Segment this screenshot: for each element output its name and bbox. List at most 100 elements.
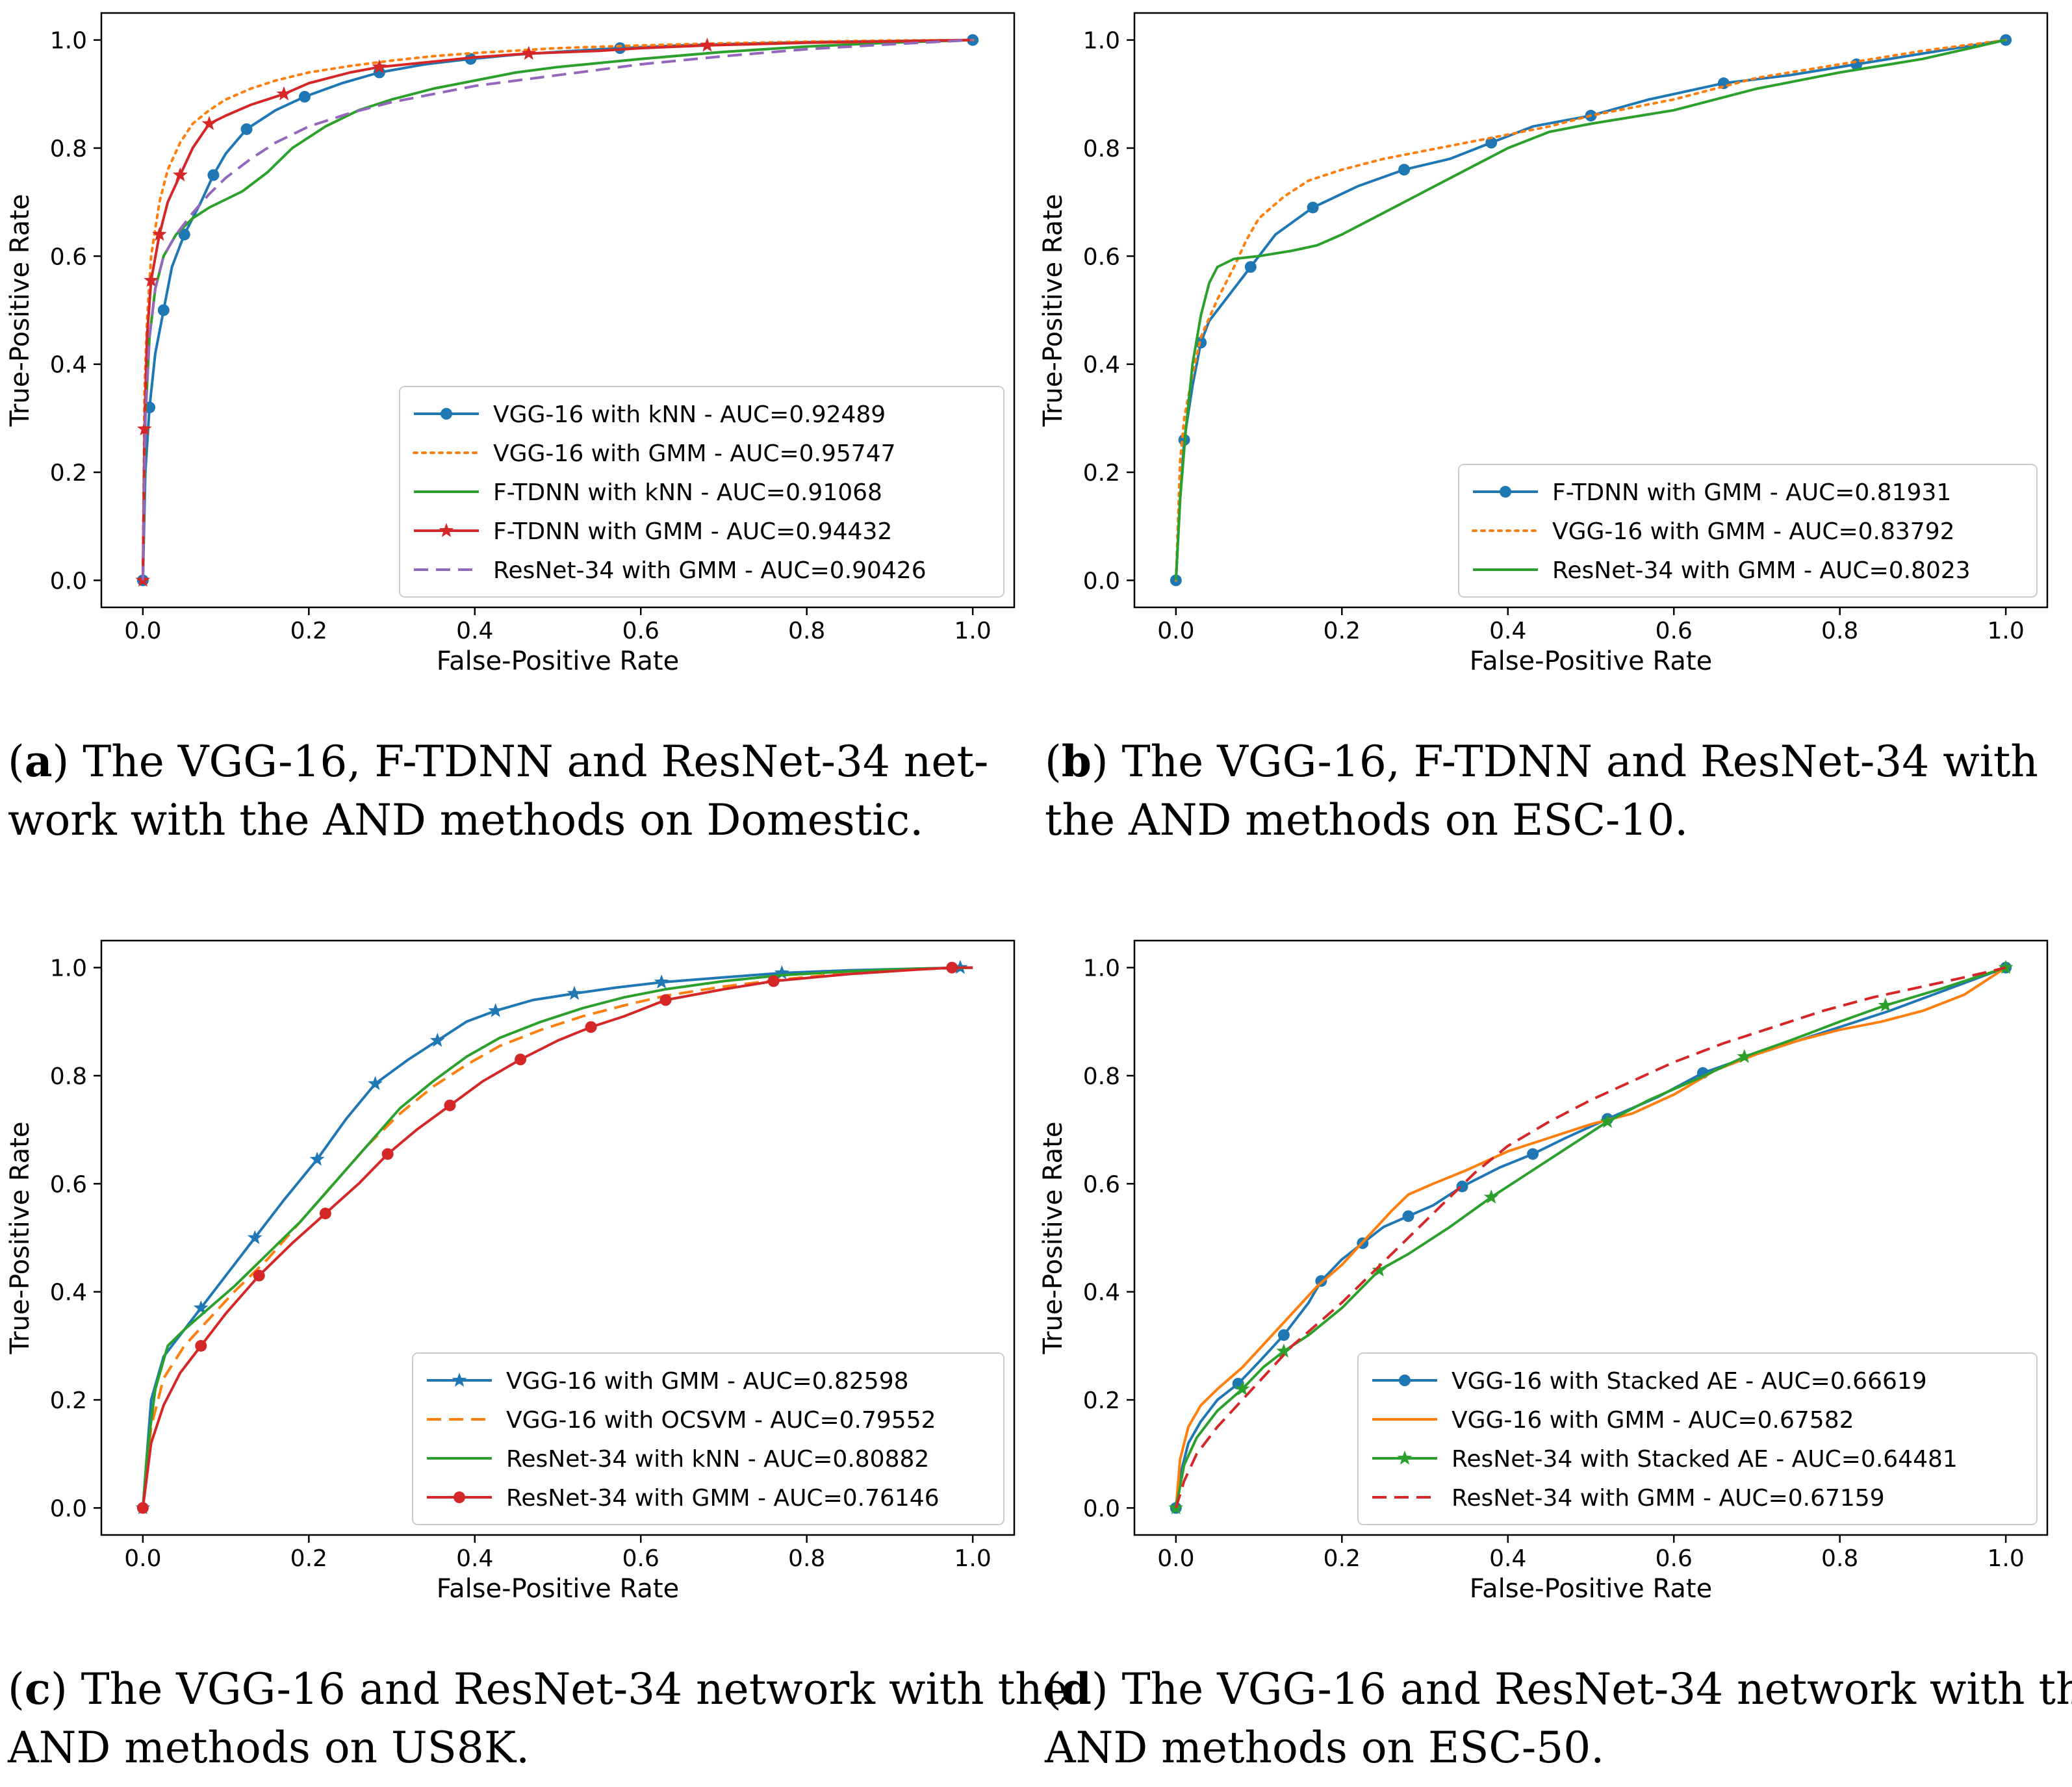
x-axis-label-a: False-Positive Rate <box>437 646 679 676</box>
y-tick-label-b-4: 0.8 <box>1083 136 1120 162</box>
series-line-c-2 <box>141 966 973 1508</box>
caption-line1-c: (c) The VGG-16 and ResNet-34 network wit… <box>8 1664 1068 1714</box>
point-marker-d-0-13 <box>1402 1210 1414 1223</box>
point-marker-c-0-6 <box>247 1230 262 1245</box>
point-marker-c-0-10 <box>368 1076 383 1091</box>
legend-label-b-0: F-TDNN with GMM - AUC=0.81931 <box>1552 479 1951 506</box>
x-tick-label-d-3: 0.6 <box>1656 1545 1693 1572</box>
series-line-d-2 <box>1174 966 2006 1508</box>
point-marker-a-0-8 <box>207 169 220 181</box>
x-tick-label-c-5: 1.0 <box>954 1545 991 1572</box>
series-line-b-1 <box>1174 38 2008 582</box>
y-tick-label-a-0: 0.0 <box>50 568 87 594</box>
y-axis-label-a: True-Positive Rate <box>5 194 35 427</box>
point-marker-a-0-12 <box>298 90 311 103</box>
y-tick-label-b-0: 0.0 <box>1083 568 1120 594</box>
series-line-b-0 <box>1174 38 2006 581</box>
panel-b: 0.0 0.0 0.2 0.2 0.4 0.4 0.6 0.6 0.8 0.8 1.0 1.0 Fals… <box>1038 12 2049 845</box>
point-marker-d-2-15 <box>1600 1113 1615 1128</box>
point-marker-c-0-8 <box>309 1151 325 1166</box>
legend-label-a-0: VGG-16 with kNN - AUC=0.92489 <box>493 401 886 428</box>
y-axis-label-b: True-Positive Rate <box>1038 194 1068 427</box>
legend-marker-c-3 <box>454 1491 465 1503</box>
point-marker-c-0-12 <box>429 1032 445 1047</box>
legend-label-c-1: VGG-16 with OCSVM - AUC=0.79552 <box>506 1407 936 1434</box>
point-marker-d-0-17 <box>1527 1148 1539 1160</box>
point-marker-c-3-20 <box>767 975 780 987</box>
legend-marker-a-0 <box>441 408 452 420</box>
x-tick-label-d-4: 0.8 <box>1821 1545 1858 1572</box>
point-marker-c-0-18 <box>654 974 669 989</box>
point-marker-a-0-6 <box>178 229 190 241</box>
x-tick-label-d-5: 1.0 <box>1988 1545 2025 1572</box>
point-marker-c-0-4 <box>193 1300 209 1315</box>
point-marker-d-2-4 <box>1234 1381 1250 1396</box>
y-tick-label-d-2: 0.4 <box>1083 1280 1120 1306</box>
caption-line2-c: AND methods on US8K. <box>7 1723 530 1773</box>
legend-box-d <box>1357 1352 2038 1525</box>
caption-line2-d: AND methods on ESC-50. <box>1044 1723 1604 1773</box>
x-tick-label-d-1: 0.2 <box>1324 1545 1361 1572</box>
point-marker-a-0-4 <box>157 304 170 316</box>
x-tick-label-b-3: 0.6 <box>1656 618 1693 644</box>
point-marker-b-0-13 <box>1485 136 1498 149</box>
x-tick-label-c-0: 0.0 <box>124 1545 161 1572</box>
y-tick-label-a-2: 0.4 <box>50 352 87 379</box>
x-axis-label-d: False-Positive Rate <box>1470 1574 1712 1604</box>
y-tick-label-a-1: 0.2 <box>50 460 87 487</box>
series-line-a-4 <box>141 38 973 581</box>
plot-frame-d <box>1133 939 2049 1536</box>
legend-marker-d-2 <box>1397 1451 1413 1465</box>
x-tick-label-b-1: 0.2 <box>1324 618 1361 644</box>
point-marker-c-3-0 <box>136 1502 149 1514</box>
x-tick-label-d-0: 0.0 <box>1157 1545 1194 1572</box>
point-marker-c-3-10 <box>381 1148 394 1160</box>
x-tick-label-a-1: 0.2 <box>290 618 327 644</box>
point-marker-a-0-10 <box>240 123 253 135</box>
caption-line1-b: (b) The VGG-16, F-TDNN and ResNet-34 wit… <box>1045 736 2038 787</box>
point-marker-d-2-21 <box>1878 997 1893 1012</box>
point-marker-c-0-14 <box>488 1003 504 1017</box>
legend-label-d-2: ResNet-34 with Stacked AE - AUC=0.64481 <box>1452 1446 1958 1473</box>
point-marker-a-3-8 <box>201 116 217 131</box>
y-tick-label-c-0: 0.0 <box>50 1495 87 1522</box>
series-line-c-1 <box>141 966 973 1508</box>
point-marker-b-0-11 <box>1398 164 1411 176</box>
point-marker-c-0-16 <box>567 985 582 1000</box>
x-tick-label-a-4: 0.8 <box>788 618 825 644</box>
x-tick-label-c-3: 0.6 <box>622 1545 659 1572</box>
plot-frame-a <box>100 12 1016 609</box>
plot-frame-b <box>1133 12 2049 609</box>
legend-label-a-2: F-TDNN with kNN - AUC=0.91068 <box>493 479 882 506</box>
legend-label-c-3: ResNet-34 with GMM - AUC=0.76146 <box>506 1485 940 1512</box>
x-tick-label-b-4: 0.8 <box>1821 618 1858 644</box>
x-axis-label-c: False-Positive Rate <box>437 1574 679 1604</box>
legend-label-c-0: VGG-16 with GMM - AUC=0.82598 <box>506 1368 909 1395</box>
x-tick-label-c-2: 0.4 <box>456 1545 493 1572</box>
legend-label-c-2: ResNet-34 with kNN - AUC=0.80882 <box>506 1446 929 1473</box>
y-tick-label-c-3: 0.6 <box>50 1171 87 1198</box>
legend-marker-a-3 <box>439 523 454 537</box>
x-tick-label-b-2: 0.4 <box>1489 618 1526 644</box>
y-tick-label-d-3: 0.6 <box>1083 1171 1120 1198</box>
point-marker-c-3-12 <box>444 1099 456 1111</box>
point-marker-c-3-23 <box>946 961 958 974</box>
y-tick-label-c-2: 0.4 <box>50 1280 87 1306</box>
x-tick-label-d-2: 0.4 <box>1489 1545 1526 1572</box>
point-marker-a-3-1 <box>137 421 152 436</box>
series-line-b-2 <box>1174 38 2006 581</box>
x-axis-label-b: False-Positive Rate <box>1470 646 1712 676</box>
x-tick-label-b-5: 1.0 <box>1988 618 2025 644</box>
x-tick-label-a-2: 0.4 <box>456 618 493 644</box>
plot-frame-c <box>100 939 1016 1536</box>
point-marker-a-3-14 <box>372 59 387 73</box>
y-axis-label-d: True-Positive Rate <box>1038 1121 1068 1354</box>
y-tick-label-d-5: 1.0 <box>1083 956 1120 982</box>
point-marker-a-3-20 <box>700 37 715 52</box>
point-marker-c-3-14 <box>515 1054 527 1065</box>
point-marker-c-0-20 <box>774 965 789 980</box>
point-marker-a-3-17 <box>521 45 537 60</box>
point-marker-d-2-23 <box>1998 959 2014 974</box>
x-tick-label-a-0: 0.0 <box>124 618 161 644</box>
